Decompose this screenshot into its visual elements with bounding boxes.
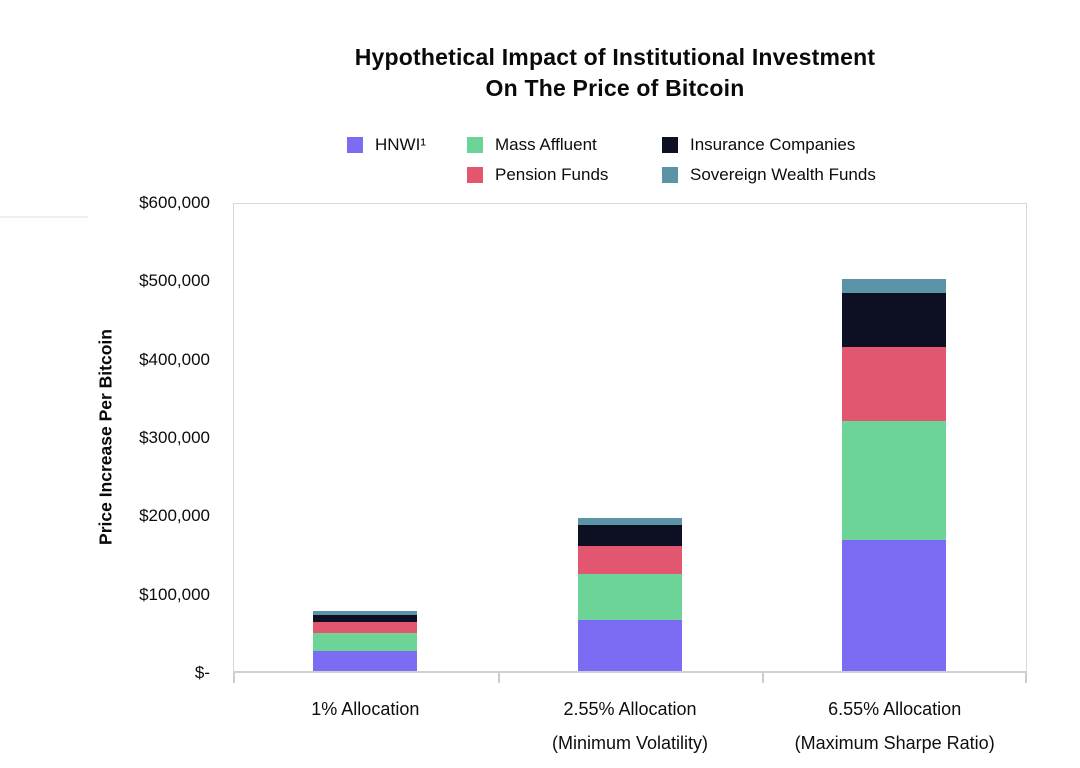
bar-stack	[312, 610, 417, 671]
bar-segment-pension-funds	[842, 346, 947, 422]
plot-area	[233, 203, 1027, 673]
legend-label: Sovereign Wealth Funds	[690, 165, 876, 184]
legend-label: Insurance Companies	[690, 135, 856, 154]
bar-segment-hnwi	[842, 540, 947, 671]
x-category-label-line: 2.55% Allocation	[563, 699, 697, 719]
y-axis-tick-label: $600,000	[139, 193, 210, 212]
bar-segment-insurance-companies	[312, 614, 417, 623]
page-divider-line	[0, 216, 88, 218]
legend-label: HNWI¹	[375, 135, 426, 154]
y-axis-tick-label: $400,000	[139, 349, 210, 369]
legend-swatch-icon	[662, 137, 678, 153]
bar-segment-mass-affluent	[577, 573, 682, 621]
x-category-label: 6.55% Allocation (Maximum Sharpe Ratio)	[695, 692, 1080, 760]
bar-segment-mass-affluent	[312, 632, 417, 651]
bar-segment-pension-funds	[577, 545, 682, 574]
bar-stack	[577, 517, 682, 671]
bar-segment-hnwi	[312, 650, 417, 671]
x-axis-tick	[1025, 673, 1027, 683]
legend-swatch-icon	[467, 167, 483, 183]
x-axis-tick	[497, 673, 500, 683]
legend-label: Mass Affluent	[495, 135, 597, 154]
y-axis-tick-label: $100,000	[139, 584, 210, 604]
legend-label: Pension Funds	[495, 165, 609, 184]
bar-segment-sovereign-wealth-funds	[312, 610, 417, 615]
chart-title-line-2: On The Price of Bitcoin	[485, 75, 745, 101]
legend-swatch-icon	[662, 167, 678, 183]
y-axis-tick-label: $200,000	[139, 506, 210, 526]
legend-swatch-icon	[467, 137, 483, 153]
y-axis-tick-label: $300,000	[139, 428, 210, 447]
bar-segment-insurance-companies	[842, 292, 947, 347]
x-axis-tick	[762, 673, 765, 683]
chart-title-line-1: Hypothetical Impact of Institutional Inv…	[354, 44, 876, 70]
bar-segment-hnwi	[577, 620, 682, 671]
bar-segment-sovereign-wealth-funds	[577, 517, 682, 525]
bar-segment-mass-affluent	[842, 421, 947, 541]
x-category-label-line: 6.55% Allocation	[828, 699, 962, 719]
x-category-label: 2.55% Allocation (Minimum Volatility)	[430, 692, 830, 760]
bar-segment-sovereign-wealth-funds	[842, 279, 947, 293]
x-category-label-line: (Minimum Volatility)	[551, 733, 709, 753]
bar-segment-pension-funds	[312, 622, 417, 633]
x-category-label-line: 1% Allocation	[311, 699, 420, 719]
x-axis-tick	[233, 673, 235, 683]
bar-segment-insurance-companies	[577, 524, 682, 546]
bar-stack	[842, 279, 947, 671]
chart-title: Hypothetical Impact of Institutional Inv…	[135, 42, 1080, 104]
x-category-label-line: (Maximum Sharpe Ratio)	[794, 733, 995, 753]
y-axis-tick-label: $-	[194, 663, 210, 682]
x-category-label: 1% Allocation	[165, 692, 565, 726]
y-axis-tick-label: $500,000	[139, 271, 210, 291]
legend-swatch-icon	[347, 137, 363, 153]
